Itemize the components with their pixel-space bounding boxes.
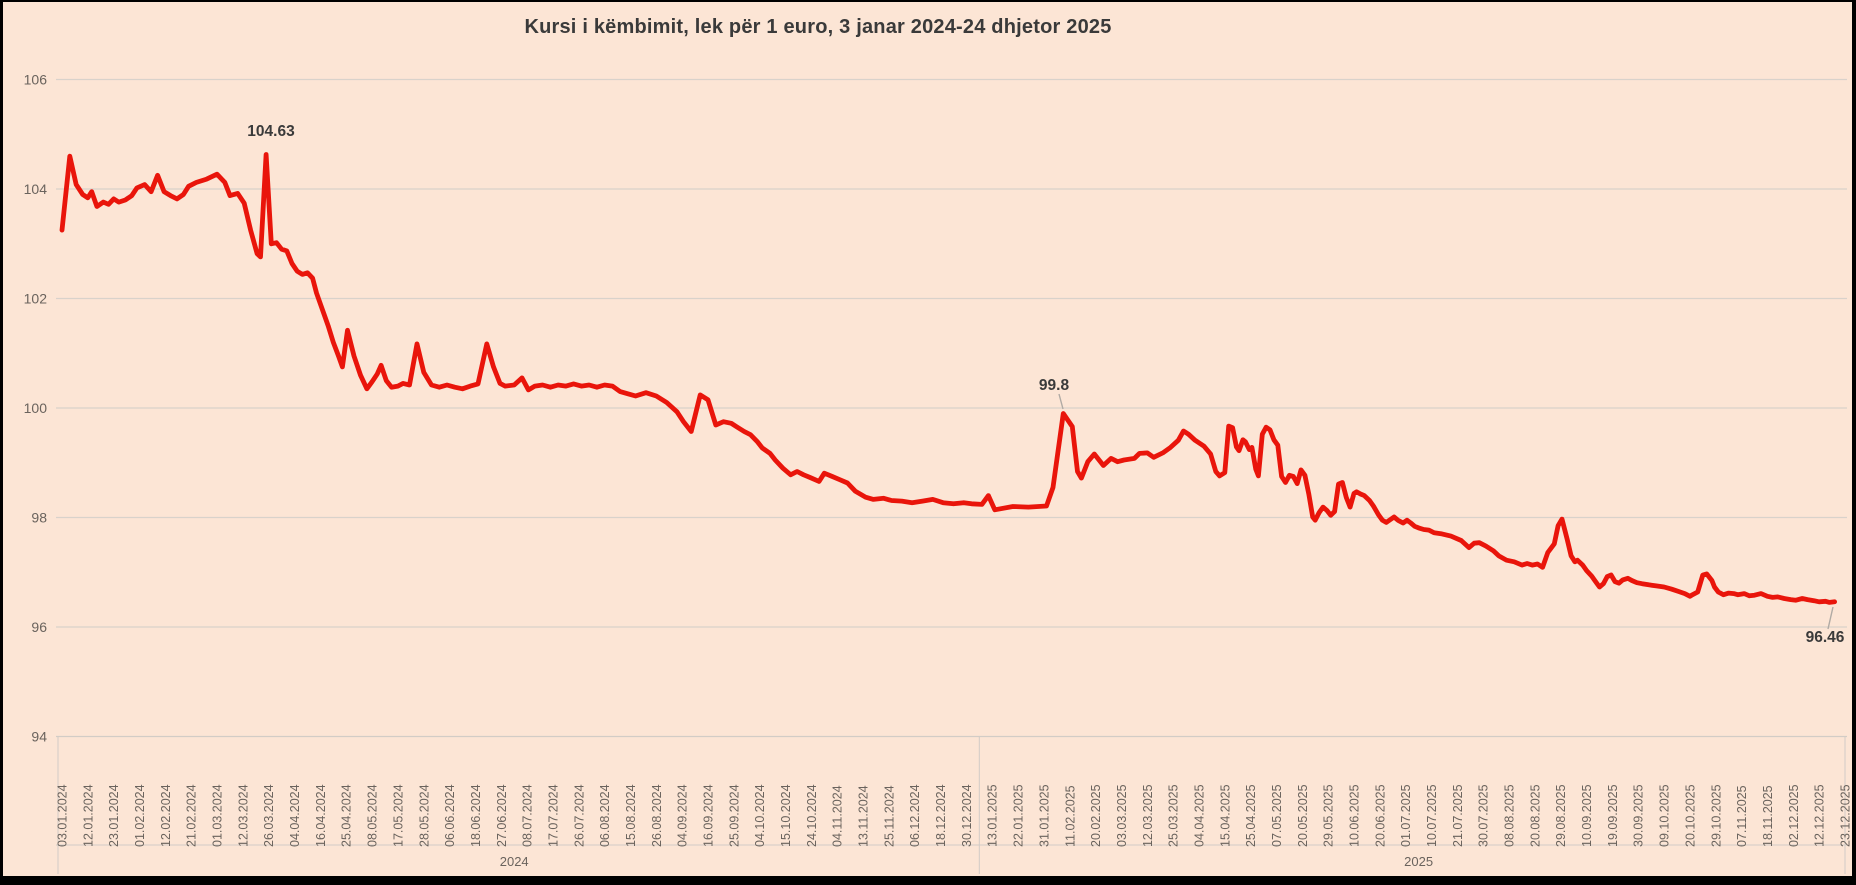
x-tick-label: 12.03.2024 bbox=[236, 784, 250, 847]
y-tick-label: 104 bbox=[24, 181, 48, 197]
y-tick-label: 100 bbox=[24, 400, 48, 416]
x-tick-label: 28.05.2024 bbox=[417, 784, 431, 847]
x-tick-label: 18.12.2024 bbox=[934, 784, 948, 847]
x-tick-label: 12.12.2025 bbox=[1813, 784, 1827, 847]
x-tick-label: 04.11.2024 bbox=[831, 785, 845, 847]
x-tick-label: 31.01.2025 bbox=[1037, 784, 1051, 847]
annotation-label: 104.63 bbox=[247, 123, 295, 140]
x-tick-label: 15.10.2024 bbox=[779, 784, 793, 847]
x-tick-label: 11.02.2025 bbox=[1063, 785, 1077, 847]
y-tick-label: 102 bbox=[24, 291, 48, 307]
x-tick-label: 15.08.2024 bbox=[624, 784, 638, 847]
x-tick-label: 26.08.2024 bbox=[650, 784, 664, 847]
x-tick-label: 18.06.2024 bbox=[469, 784, 483, 847]
x-tick-label: 29.08.2025 bbox=[1554, 784, 1568, 847]
x-tick-label: 17.07.2024 bbox=[546, 784, 560, 847]
x-tick-label: 29.10.2025 bbox=[1709, 784, 1723, 847]
x-tick-label: 26.03.2024 bbox=[262, 784, 276, 847]
x-tick-label: 29.05.2025 bbox=[1322, 784, 1336, 847]
x-tick-label: 17.05.2024 bbox=[391, 784, 405, 847]
x-tick-label: 25.04.2024 bbox=[340, 784, 354, 847]
x-tick-label: 16.04.2024 bbox=[314, 784, 328, 847]
x-tick-label: 20.02.2025 bbox=[1089, 784, 1103, 847]
x-tick-label: 27.06.2024 bbox=[495, 784, 509, 847]
axis-box bbox=[56, 736, 1847, 874]
x-tick-label: 25.11.2024 bbox=[882, 785, 896, 847]
x-tick-label: 09.10.2025 bbox=[1658, 784, 1672, 847]
x-tick-label: 23.01.2024 bbox=[107, 784, 121, 847]
exchange-rate-chart: 106 104 102 100 98 96 94 03.01.2024 12.01.2024 23… bbox=[24, 72, 1853, 874]
x-tick-label: 01.02.2024 bbox=[133, 784, 147, 847]
x-tick-label: 03.03.2025 bbox=[1115, 784, 1129, 847]
x-tick-label: 01.03.2024 bbox=[211, 784, 225, 847]
annotation-leader-line bbox=[1058, 393, 1064, 410]
data-annotations: 104.63 99.8 96.46 bbox=[247, 123, 1844, 646]
x-tick-label: 04.09.2024 bbox=[676, 784, 690, 847]
x-tick-label: 01.07.2025 bbox=[1399, 784, 1413, 847]
x-tick-label: 30.07.2025 bbox=[1477, 784, 1491, 847]
x-tick-label: 30.12.2024 bbox=[960, 784, 974, 847]
y-tick-label: 94 bbox=[31, 729, 47, 745]
x-tick-label: 04.10.2024 bbox=[753, 784, 767, 847]
x-tick-label: 15.04.2025 bbox=[1218, 784, 1232, 847]
x-tick-label: 06.08.2024 bbox=[598, 784, 612, 847]
x-tick-label: 16.09.2024 bbox=[702, 784, 716, 847]
x-tick-label: 07.05.2025 bbox=[1270, 784, 1284, 847]
x-tick-label: 21.07.2025 bbox=[1451, 784, 1465, 847]
gridlines bbox=[56, 78, 1847, 738]
x-tick-label: 10.07.2025 bbox=[1425, 784, 1439, 847]
x-tick-label: 30.09.2025 bbox=[1632, 784, 1646, 847]
chart-title: Kursi i këmbimit, lek për 1 euro, 3 jana… bbox=[524, 16, 1112, 38]
x-tick-label: 13.11.2024 bbox=[857, 785, 871, 847]
x-tick-label: 10.09.2025 bbox=[1580, 784, 1594, 847]
series-line-lek-per-euro bbox=[59, 152, 1837, 605]
x-tick-label: 23.12.2025 bbox=[1838, 784, 1852, 847]
year-label-2024: 2024 bbox=[500, 854, 529, 869]
x-tick-label: 12.03.2025 bbox=[1141, 784, 1155, 847]
x-tick-label: 19.09.2025 bbox=[1606, 784, 1620, 847]
y-tick-label: 106 bbox=[24, 72, 48, 88]
x-tick-label: 06.12.2024 bbox=[908, 784, 922, 847]
x-tick-label: 12.01.2024 bbox=[81, 784, 95, 847]
x-tick-label: 18.11.2025 bbox=[1761, 785, 1775, 847]
x-tick-label: 26.07.2024 bbox=[572, 784, 586, 847]
x-tick-label: 20.08.2025 bbox=[1528, 784, 1542, 847]
x-tick-label: 25.09.2024 bbox=[727, 784, 741, 847]
x-tick-label: 04.04.2025 bbox=[1192, 784, 1206, 847]
annotation-label: 96.46 bbox=[1806, 629, 1845, 646]
x-tick-label: 12.02.2024 bbox=[159, 784, 173, 847]
x-tick-label: 08.07.2024 bbox=[521, 784, 535, 847]
x-tick-label: 03.01.2024 bbox=[56, 784, 70, 847]
x-tick-label: 21.02.2024 bbox=[185, 784, 199, 847]
x-tick-label: 25.03.2025 bbox=[1167, 784, 1181, 847]
x-tick-label: 22.01.2025 bbox=[1012, 784, 1026, 847]
x-tick-label: 08.05.2024 bbox=[366, 784, 380, 847]
year-band: 2024 2025 bbox=[500, 736, 1433, 874]
x-tick-label: 08.08.2025 bbox=[1503, 784, 1517, 847]
x-tick-label: 13.01.2025 bbox=[986, 784, 1000, 847]
x-tick-label: 06.06.2024 bbox=[443, 784, 457, 847]
y-axis-labels: 106 104 102 100 98 96 94 bbox=[24, 72, 48, 745]
year-label-2025: 2025 bbox=[1404, 854, 1433, 869]
x-tick-label: 20.06.2025 bbox=[1373, 784, 1387, 847]
x-tick-label: 04.04.2024 bbox=[288, 784, 302, 847]
annotation-leader-line bbox=[1827, 606, 1834, 630]
x-tick-label: 10.06.2025 bbox=[1348, 784, 1362, 847]
y-tick-label: 96 bbox=[31, 619, 47, 635]
x-tick-label: 02.12.2025 bbox=[1787, 784, 1801, 847]
y-tick-label: 98 bbox=[31, 510, 47, 526]
x-tick-label: 24.10.2024 bbox=[805, 784, 819, 847]
x-tick-label: 20.05.2025 bbox=[1296, 784, 1310, 847]
x-axis-labels: 03.01.2024 12.01.2024 23.01.2024 01.02.2024… bbox=[56, 784, 1853, 847]
annotation-label: 99.8 bbox=[1039, 377, 1070, 394]
x-tick-label: 25.04.2025 bbox=[1244, 784, 1258, 847]
x-tick-label: 20.10.2025 bbox=[1683, 784, 1697, 847]
x-tick-label: 07.11.2025 bbox=[1735, 785, 1749, 847]
